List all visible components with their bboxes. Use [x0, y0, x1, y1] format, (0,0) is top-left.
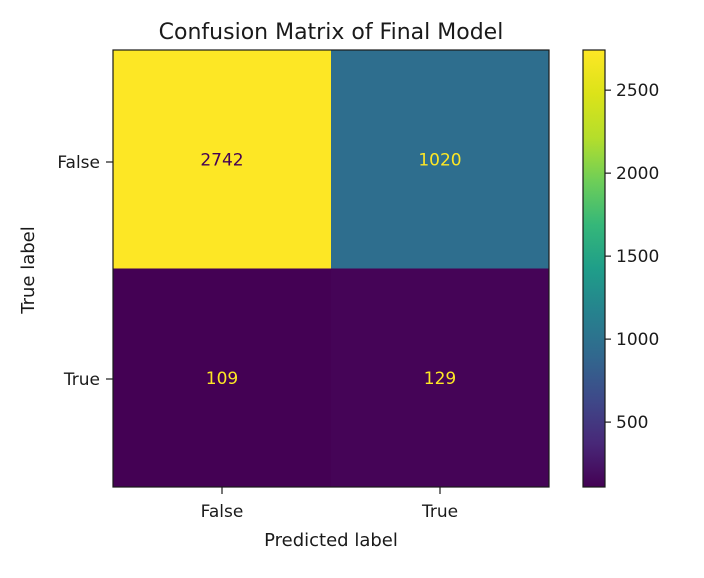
colorbar-tick-label: 2500 [616, 81, 659, 101]
colorbar [582, 49, 606, 488]
cell-value-label-true-false: 109 [206, 369, 238, 389]
colorbar-tick-label: 2000 [616, 164, 659, 184]
heatmap-cells: 2742 1020 109 129 [113, 50, 549, 487]
heatmap-cell-true-false [113, 268, 331, 487]
colorbar-tick-label: 1500 [616, 247, 659, 267]
cell-value-label-false-false: 2742 [200, 150, 243, 170]
x-tick-label-false: False [201, 502, 244, 522]
y-tick-label-true: True [63, 370, 100, 390]
heatmap-cell-true-true [331, 268, 549, 487]
y-tick-label-false: False [57, 153, 100, 173]
colorbar-ticks: 500 1000 1500 2000 2500 [605, 81, 659, 433]
y-axis-label: True label [18, 226, 39, 315]
cell-value-label-true-true: 129 [424, 369, 456, 389]
chart-title: Confusion Matrix of Final Model [159, 20, 504, 45]
colorbar-tick-label: 500 [616, 413, 648, 433]
colorbar-tick-label: 1000 [616, 330, 659, 350]
cell-value-label-false-true: 1020 [418, 150, 461, 170]
x-axis-label: Predicted label [264, 530, 398, 551]
heatmap-cell-false-false [113, 50, 331, 269]
heatmap-cell-false-true [331, 50, 549, 269]
x-tick-label-true: True [421, 502, 458, 522]
plot-frame [112, 49, 550, 488]
